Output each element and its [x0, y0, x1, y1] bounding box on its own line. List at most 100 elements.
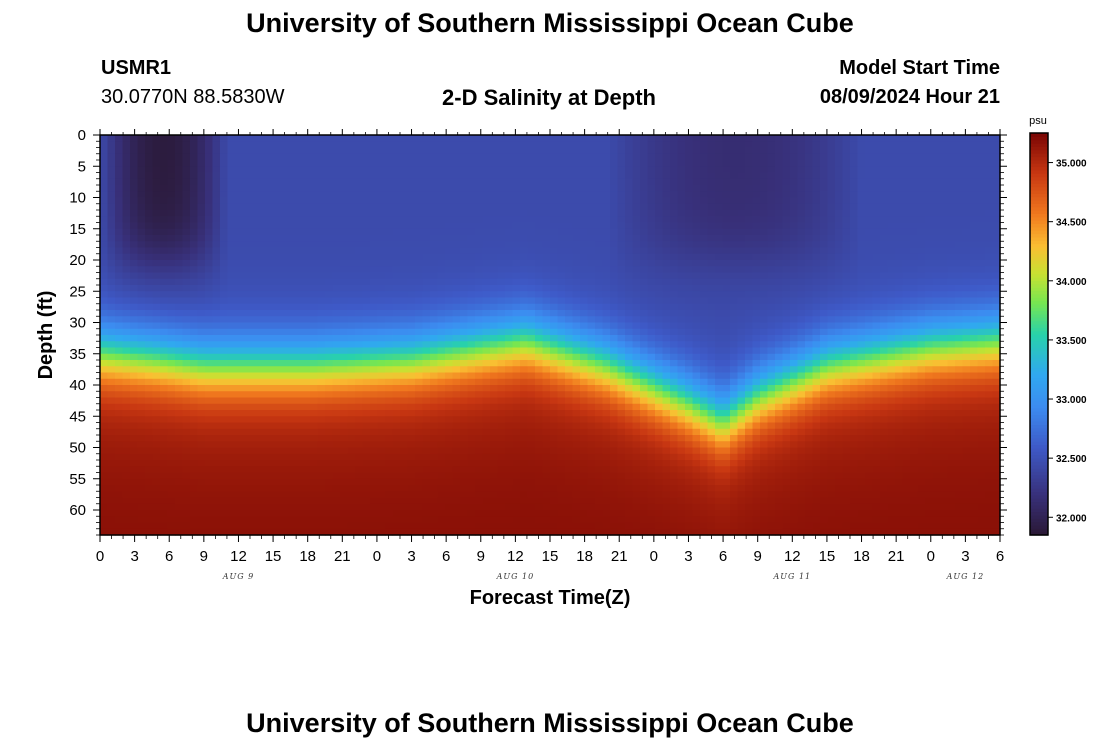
heatmap-cell	[205, 397, 214, 405]
heatmap-cell	[325, 222, 334, 230]
heatmap-cell	[542, 453, 551, 461]
heatmap-cell	[287, 360, 296, 367]
heatmap-cell	[602, 485, 611, 492]
heatmap-cell	[100, 297, 109, 305]
heatmap-cell	[100, 247, 109, 255]
heatmap-cell	[212, 197, 221, 205]
heatmap-cell	[430, 141, 439, 149]
heatmap-cell	[655, 397, 664, 405]
heatmap-cell	[565, 272, 574, 280]
heatmap-cell	[535, 416, 544, 424]
heatmap-cell	[250, 466, 259, 474]
heatmap-cell	[272, 272, 281, 280]
heatmap-cell	[452, 185, 461, 192]
heatmap-cell	[265, 410, 274, 417]
heatmap-cell	[137, 478, 146, 486]
heatmap-cell	[392, 316, 401, 324]
heatmap-cell	[520, 397, 529, 405]
heatmap-cell	[107, 197, 116, 205]
heatmap-cell	[617, 366, 626, 374]
heatmap-cell	[250, 310, 259, 317]
heatmap-cell	[632, 453, 641, 461]
heatmap-cell	[137, 235, 146, 242]
heatmap-cell	[272, 141, 281, 149]
heatmap-cell	[377, 166, 386, 174]
heatmap-cell	[167, 247, 176, 255]
heatmap-cell	[602, 260, 611, 267]
heatmap-cell	[242, 347, 251, 355]
heatmap-cell	[175, 510, 184, 517]
heatmap-cell	[340, 410, 349, 417]
heatmap-cell	[272, 347, 281, 355]
heatmap-cell	[190, 472, 199, 480]
heatmap-cell	[422, 391, 431, 399]
heatmap-cell	[475, 316, 484, 324]
heatmap-cell	[100, 253, 109, 261]
heatmap-cell	[130, 235, 139, 242]
heatmap-cell	[565, 222, 574, 230]
heatmap-cell	[355, 328, 364, 336]
heatmap-cell	[527, 510, 536, 517]
heatmap-cell	[100, 210, 109, 217]
heatmap-cell	[242, 247, 251, 255]
heatmap-cell	[670, 497, 679, 505]
heatmap-cell	[512, 247, 521, 255]
heatmap-cell	[602, 222, 611, 230]
heatmap-cell	[400, 385, 409, 392]
heatmap-cell	[550, 460, 559, 467]
heatmap-cell	[122, 241, 131, 249]
heatmap-cell	[182, 197, 191, 205]
heatmap-cell	[670, 397, 679, 405]
heatmap-cell	[115, 141, 124, 149]
heatmap-cell	[302, 316, 311, 324]
heatmap-cell	[565, 291, 574, 299]
heatmap-cell	[520, 278, 529, 286]
heatmap-cell	[415, 166, 424, 174]
heatmap-cell	[580, 478, 589, 486]
heatmap-cell	[542, 403, 551, 411]
heatmap-cell	[122, 297, 131, 305]
heatmap-cell	[137, 441, 146, 449]
heatmap-cell	[197, 510, 206, 517]
heatmap-cell	[377, 503, 386, 511]
heatmap-cell	[152, 216, 161, 224]
heatmap-cell	[257, 260, 266, 267]
heatmap-cell	[422, 378, 431, 386]
heatmap-cell	[595, 460, 604, 467]
heatmap-cell	[415, 347, 424, 355]
heatmap-cell	[197, 303, 206, 311]
heatmap-cell	[377, 478, 386, 486]
heatmap-cell	[520, 253, 529, 261]
heatmap-cell	[535, 278, 544, 286]
heatmap-cell	[610, 166, 619, 174]
heatmap-cell	[520, 410, 529, 417]
heatmap-cell	[437, 272, 446, 280]
heatmap-cell	[430, 303, 439, 311]
heatmap-cell	[647, 222, 656, 230]
heatmap-cell	[220, 260, 229, 267]
heatmap-cell	[362, 503, 371, 511]
heatmap-cell	[587, 278, 596, 286]
heatmap-cell	[400, 235, 409, 242]
heatmap-cell	[227, 522, 236, 530]
heatmap-cell	[355, 285, 364, 292]
heatmap-cell	[587, 272, 596, 280]
heatmap-cell	[505, 485, 514, 492]
heatmap-cell	[257, 397, 266, 405]
heatmap-cell	[527, 435, 536, 442]
heatmap-cell	[160, 185, 169, 192]
heatmap-cell	[557, 241, 566, 249]
heatmap-cell	[370, 297, 379, 305]
heatmap-cell	[527, 378, 536, 386]
heatmap-cell	[655, 203, 664, 211]
heatmap-cell	[662, 466, 671, 474]
heatmap-cell	[527, 191, 536, 199]
heatmap-cell	[175, 335, 184, 342]
heatmap-cell	[580, 197, 589, 205]
heatmap-cell	[190, 322, 199, 330]
heatmap-cell	[370, 278, 379, 286]
heatmap-cell	[340, 341, 349, 349]
heatmap-cell	[130, 472, 139, 480]
heatmap-cell	[227, 222, 236, 230]
heatmap-cell	[272, 241, 281, 249]
